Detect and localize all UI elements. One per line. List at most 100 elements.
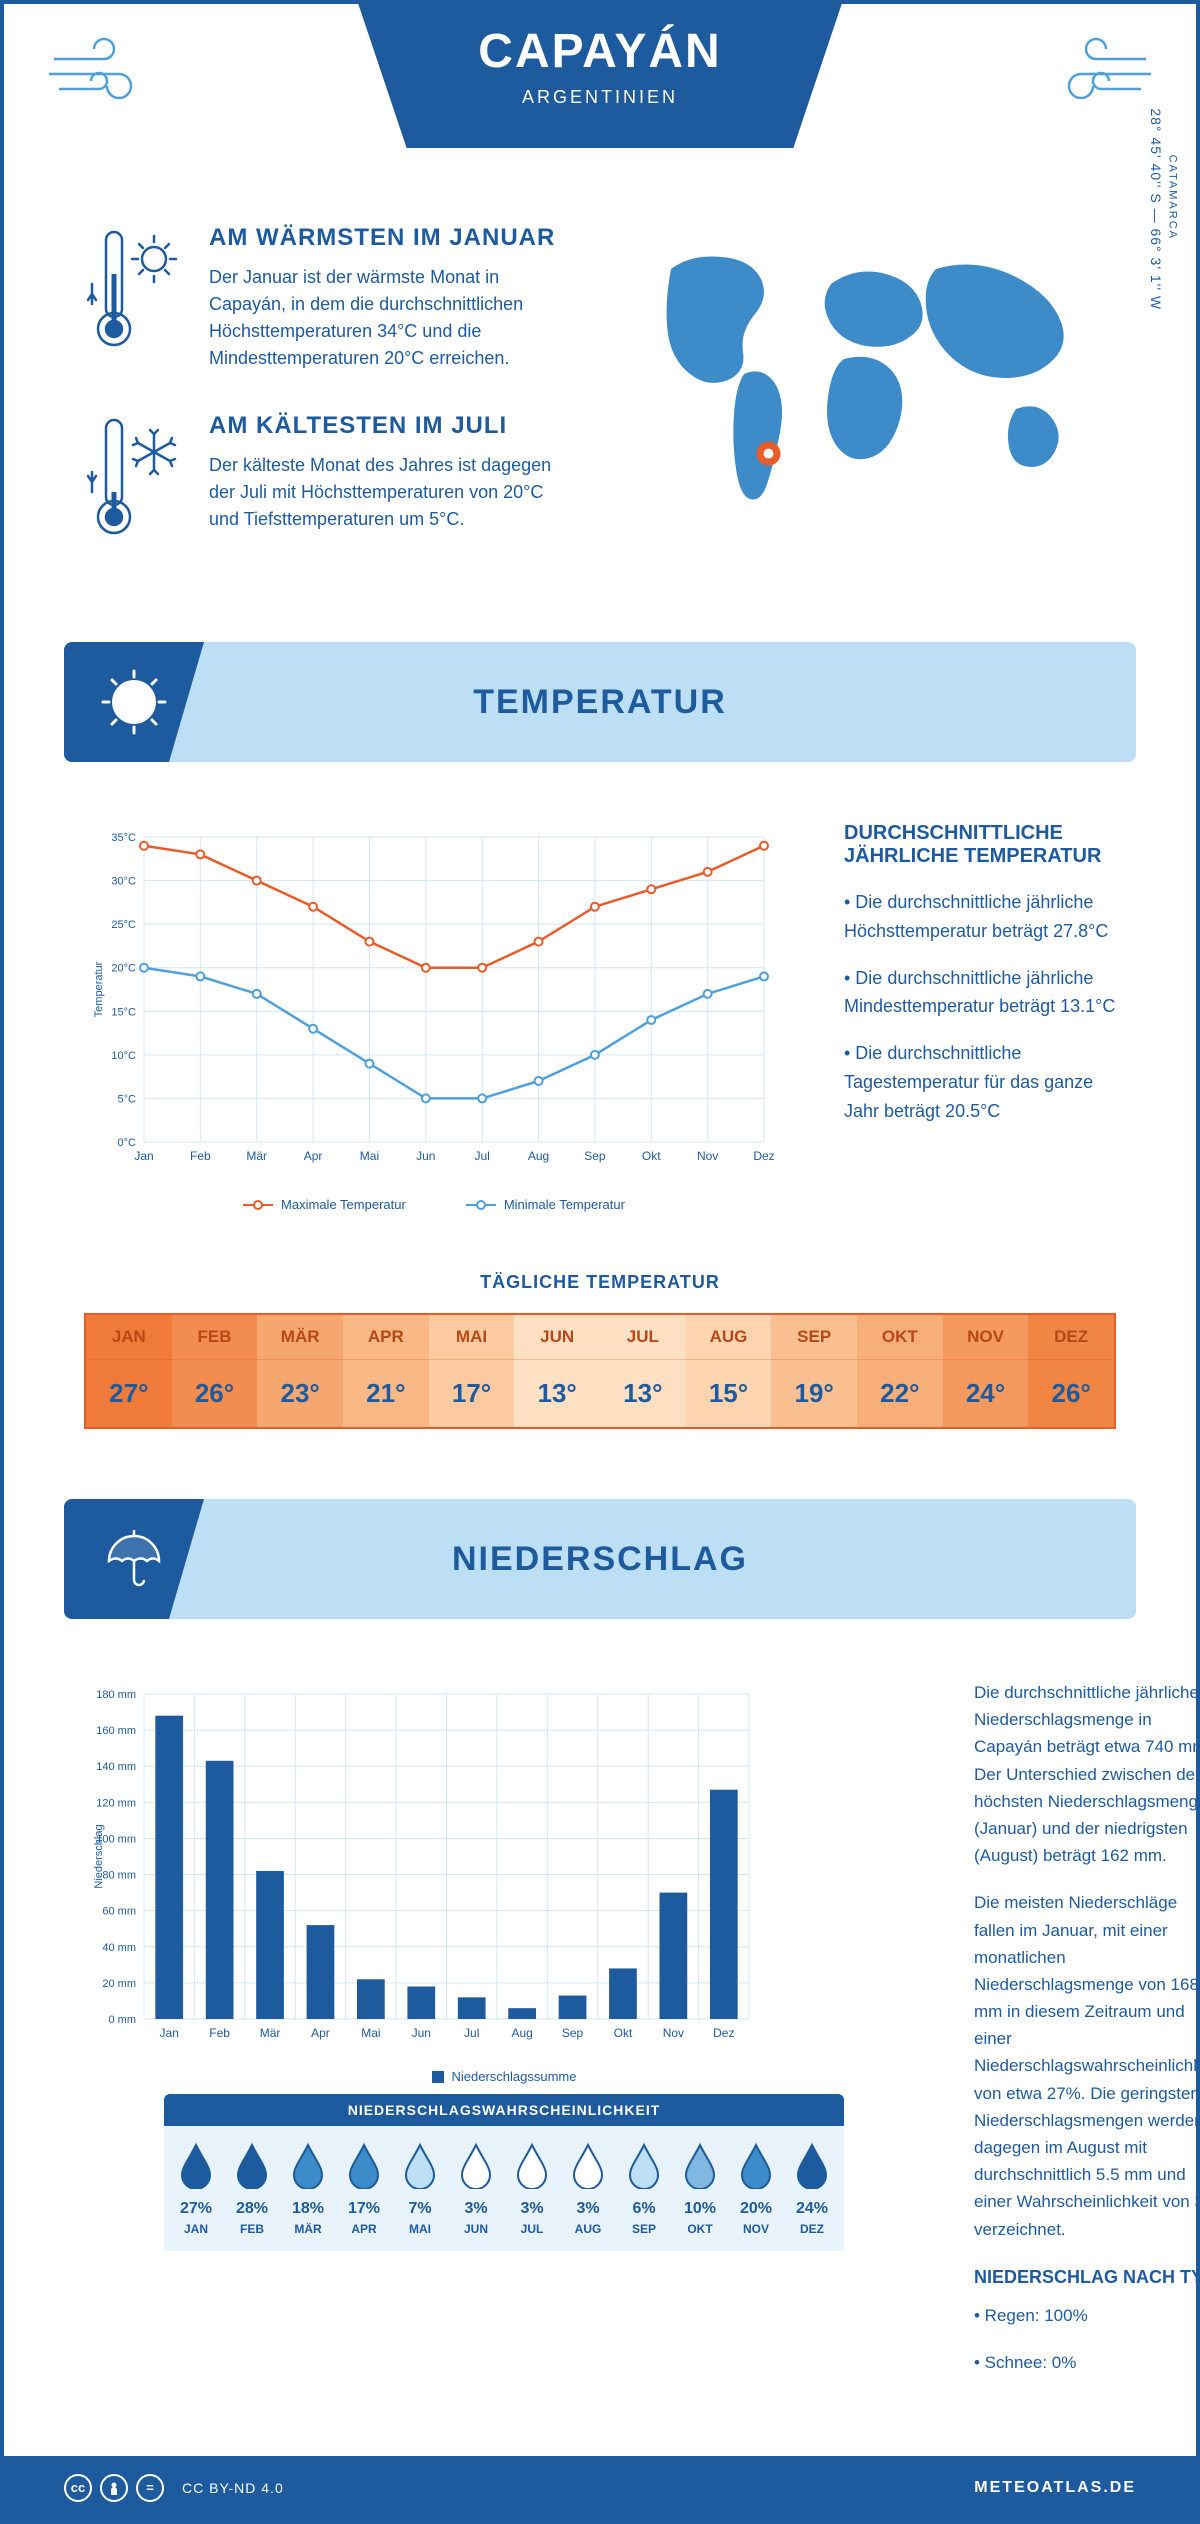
temp-legend: Maximale Temperatur Minimale Temperatur [84, 1197, 784, 1212]
thermometer-hot-icon [84, 224, 184, 354]
svg-text:Nov: Nov [663, 2026, 684, 2040]
prob-month: AUG [561, 2222, 615, 2236]
city-name: CAPAYÁN [478, 24, 721, 79]
cc-icons: cc = CC BY-ND 4.0 [64, 2474, 284, 2502]
drop-icon [177, 2141, 215, 2189]
prob-month: MÄR [281, 2222, 335, 2236]
umbrella-icon [64, 1499, 204, 1619]
prob-item: 28% FEB [225, 2141, 279, 2236]
svg-text:60 mm: 60 mm [102, 1906, 136, 1918]
svg-text:Dez: Dez [713, 2026, 734, 2040]
prob-title: NIEDERSCHLAGSWAHRSCHEINLICHKEIT [164, 2094, 844, 2126]
prob-month: MAI [393, 2222, 447, 2236]
precip-type-title: NIEDERSCHLAG NACH TYP [974, 2263, 1200, 2292]
svg-text:Mai: Mai [360, 1149, 379, 1163]
prob-value: 20% [729, 2200, 783, 2218]
svg-text:Nov: Nov [697, 1149, 718, 1163]
prob-month: DEZ [785, 2222, 839, 2236]
title-banner: CAPAYÁN ARGENTINIEN [358, 4, 841, 148]
svg-text:30°C: 30°C [111, 876, 136, 888]
drop-icon [401, 2141, 439, 2189]
intro-section: AM WÄRMSTEN IM JANUAR Der Januar ist der… [4, 184, 1196, 622]
temp-stats: DURCHSCHNITTLICHE JÄHRLICHE TEMPERATUR •… [844, 822, 1116, 1212]
month-header: MÄR [257, 1315, 343, 1360]
drop-icon [233, 2141, 271, 2189]
site-name: METEOATLAS.DE [974, 2479, 1136, 2497]
svg-text:Mär: Mär [260, 2026, 281, 2040]
prob-value: 3% [449, 2200, 503, 2218]
svg-text:Niederschlag: Niederschlag [93, 1824, 105, 1888]
temp-value: 27° [86, 1360, 172, 1427]
prob-month: JUN [449, 2222, 503, 2236]
svg-text:Okt: Okt [614, 2026, 633, 2040]
drop-icon [289, 2141, 327, 2189]
svg-text:0°C: 0°C [118, 1137, 137, 1149]
drop-icon [569, 2141, 607, 2189]
nd-icon: = [136, 2474, 164, 2502]
temp-value: 21° [343, 1360, 429, 1427]
drop-icon [681, 2141, 719, 2189]
svg-text:0 mm: 0 mm [109, 2014, 137, 2026]
precip-chart: 0 mm20 mm40 mm60 mm80 mm100 mm120 mm140 … [84, 1679, 924, 2396]
svg-text:20 mm: 20 mm [102, 1978, 136, 1990]
temp-value: 13° [514, 1360, 600, 1427]
month-header: NOV [943, 1315, 1029, 1360]
month-header: FEB [172, 1315, 258, 1360]
precip-legend: Niederschlagssumme [452, 2069, 577, 2084]
temp-value: 19° [771, 1360, 857, 1427]
prob-item: 18% MÄR [281, 2141, 335, 2236]
month-header: MAI [429, 1315, 515, 1360]
prob-item: 10% OKT [673, 2141, 727, 2236]
cc-icon: cc [64, 2474, 92, 2502]
svg-text:140 mm: 140 mm [96, 1761, 136, 1773]
prob-item: 3% JUN [449, 2141, 503, 2236]
temp-value: 17° [429, 1360, 515, 1427]
region-label: CATAMARCA [1166, 155, 1178, 240]
svg-text:Feb: Feb [209, 2026, 230, 2040]
precip-title: NIEDERSCHLAG [64, 1540, 1136, 1579]
svg-text:Sep: Sep [562, 2026, 584, 2040]
temp-value: 23° [257, 1360, 343, 1427]
svg-text:Apr: Apr [311, 2026, 330, 2040]
svg-text:Okt: Okt [642, 1149, 661, 1163]
prob-value: 10% [673, 2200, 727, 2218]
svg-text:Temperatur: Temperatur [93, 961, 105, 1017]
svg-text:35°C: 35°C [111, 832, 136, 844]
prob-month: NOV [729, 2222, 783, 2236]
wind-icon [44, 34, 164, 114]
coldest-text: Der kälteste Monat des Jahres ist dagege… [209, 452, 556, 533]
drop-icon [625, 2141, 663, 2189]
prob-value: 3% [505, 2200, 559, 2218]
svg-text:5°C: 5°C [118, 1093, 137, 1105]
prob-month: JUL [505, 2222, 559, 2236]
coordinates: 28° 45' 40'' S — 66° 3' 1'' W [1148, 108, 1164, 310]
coldest-block: AM KÄLTESTEN IM JULI Der kälteste Monat … [84, 412, 556, 542]
prob-item: 24% DEZ [785, 2141, 839, 2236]
header: CAPAYÁN ARGENTINIEN [4, 4, 1196, 184]
temperature-header: TEMPERATUR [64, 642, 1136, 762]
prob-month: OKT [673, 2222, 727, 2236]
precip-header: NIEDERSCHLAG [64, 1499, 1136, 1619]
svg-text:Jan: Jan [134, 1149, 153, 1163]
precip-text: Die durchschnittliche jährliche Niedersc… [974, 1679, 1200, 2396]
prob-value: 28% [225, 2200, 279, 2218]
precip-p2: Die meisten Niederschläge fallen im Janu… [974, 1889, 1200, 2242]
drop-icon [737, 2141, 775, 2189]
prob-value: 27% [169, 2200, 223, 2218]
prob-month: FEB [225, 2222, 279, 2236]
month-header: APR [343, 1315, 429, 1360]
prob-value: 18% [281, 2200, 335, 2218]
temp-stats-2: • Die durchschnittliche jährliche Mindes… [844, 964, 1116, 1022]
temperature-title: TEMPERATUR [64, 683, 1136, 722]
svg-text:Jul: Jul [464, 2026, 479, 2040]
precip-p1: Die durchschnittliche jährliche Niedersc… [974, 1679, 1200, 1869]
license-text: CC BY-ND 4.0 [182, 2480, 284, 2496]
temp-value: 26° [1028, 1360, 1114, 1427]
svg-text:15°C: 15°C [111, 1006, 136, 1018]
temp-value: 13° [600, 1360, 686, 1427]
world-map [616, 224, 1116, 504]
temp-value: 24° [943, 1360, 1029, 1427]
prob-value: 3% [561, 2200, 615, 2218]
prob-item: 7% MAI [393, 2141, 447, 2236]
prob-item: 6% SEP [617, 2141, 671, 2236]
